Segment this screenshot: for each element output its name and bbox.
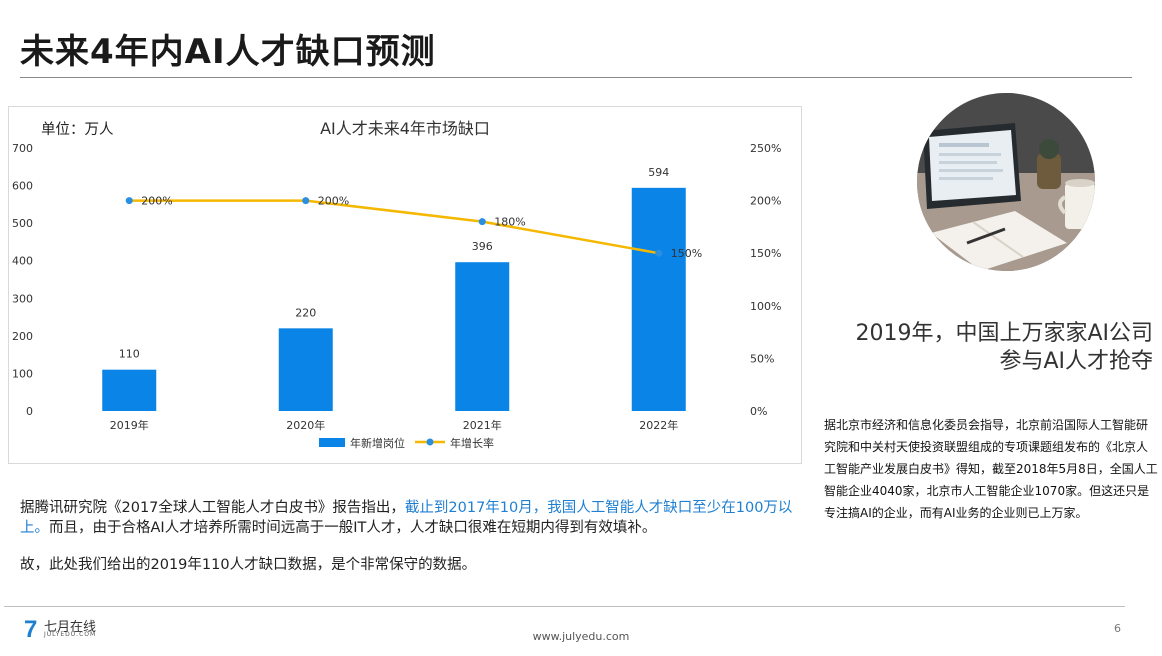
line-data-label: 150% (671, 247, 702, 260)
bar-data-label: 220 (295, 306, 316, 319)
bar-data-label: 594 (648, 166, 669, 179)
legend-label-bar: 年新增岗位 (350, 436, 405, 450)
legend-label-line: 年增长率 (450, 436, 494, 450)
y-right-tick-label: 150% (750, 247, 781, 260)
logo-7-icon: 7 (24, 616, 38, 643)
line-point (478, 218, 486, 226)
y-right-tick-label: 200% (750, 195, 781, 208)
headline-line-1: 2019年，中国上万家家AI公司 (855, 321, 1153, 346)
chart-title: AI人才未来4年市场缺口 (320, 119, 490, 138)
line-data-label: 200% (318, 195, 349, 208)
legend-swatch-bar (319, 438, 345, 447)
logo-text: 七月在线 (44, 620, 97, 635)
x-tick-label: 2021年 (463, 418, 502, 432)
line-data-label: 180% (494, 216, 525, 229)
paragraph-1-text: 据腾讯研究院《2017全球人工智能人才白皮书》报告指出， (20, 500, 405, 516)
line-data-label: 200% (141, 195, 172, 208)
y-left-tick-label: 500 (12, 217, 33, 230)
chart-panel: 单位：万人 AI人才未来4年市场缺口 0 100 200 300 400 500 600 700 0… (8, 106, 802, 464)
bar-data-label: 396 (472, 240, 493, 253)
legend-marker-line (426, 438, 434, 446)
y-left-tick-label: 600 (12, 180, 33, 193)
line-point (302, 197, 310, 205)
laptop-notebook-photo (917, 93, 1095, 271)
y-right-tick-label: 0% (750, 405, 767, 418)
chart: 单位：万人 AI人才未来4年市场缺口 0 100 200 300 400 500 600 700 0… (12, 119, 781, 450)
sidebar-body-text: 据北京市经济和信息化委员会指导，北京前沿国际人工智能研究院和中关村天使投资联盟组… (824, 418, 1158, 520)
bar (631, 187, 686, 411)
x-tick-label: 2020年 (286, 418, 325, 432)
slide-title: 未来4年内AI人才缺口预测 (20, 32, 436, 72)
page-number: 6 (1114, 622, 1121, 635)
bar-data-label: 110 (119, 348, 140, 361)
line-point (125, 197, 133, 205)
y-left-tick-label: 400 (12, 255, 33, 268)
growth-rate-line (129, 199, 659, 255)
paragraph-1: 据腾讯研究院《2017全球人工智能人才白皮书》报告指出，截止到2017年10月，… (20, 498, 795, 538)
line-point (655, 249, 663, 257)
bar (455, 262, 510, 411)
y-right-tick-label: 250% (750, 142, 781, 155)
y-right-tick-label: 100% (750, 300, 781, 313)
x-tick-label: 2019年 (110, 418, 149, 432)
y-left-tick-label: 300 (12, 292, 33, 305)
sidebar-headline: 2019年，中国上万家家AI公司 参与AI人才抢夺 (793, 320, 1153, 376)
x-tick-label: 2022年 (639, 418, 678, 432)
y-left-tick-label: 100 (12, 367, 33, 380)
y-left-tick-label: 700 (12, 142, 33, 155)
y-right-tick-label: 50% (750, 352, 774, 365)
headline-line-2: 参与AI人才抢夺 (999, 349, 1153, 374)
paragraph-1-highlight: 截止到2017年10月，我国人工智能人才缺口至少在100万以上。 (20, 500, 793, 536)
bar (102, 369, 157, 411)
footer-divider (4, 606, 1125, 607)
chart-unit-label: 单位：万人 (41, 121, 114, 138)
bar (278, 328, 333, 411)
website-url: www.julyedu.com (532, 630, 630, 643)
logo-subtext: JULYEDU.COM (44, 631, 97, 638)
paragraph-2: 故，此处我们给出的2019年110人才缺口数据，是个非常保守的数据。 (20, 557, 477, 573)
paragraph-1-text-2: 而且，由于合格AI人才培养所需时间远高于一般IT人才，人才缺口很难在短期内得到有… (49, 520, 657, 536)
title-divider (20, 77, 1132, 78)
y-left-tick-label: 200 (12, 330, 33, 343)
y-left-tick-label: 0 (26, 405, 33, 418)
